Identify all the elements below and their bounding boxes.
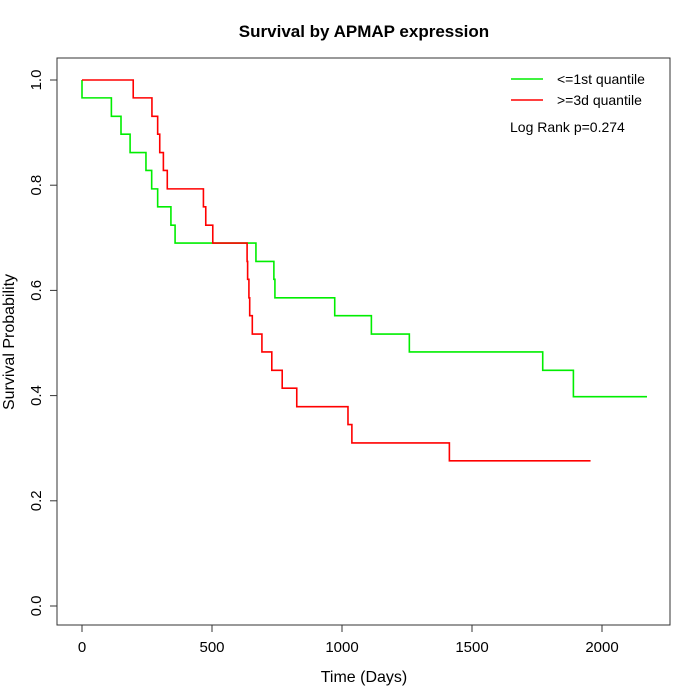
- y-tick-label: 0.6: [28, 280, 45, 301]
- logrank-annotation: Log Rank p=0.274: [510, 119, 625, 135]
- legend: <=1st quantile >=3d quantile Log Rank p=…: [510, 71, 645, 135]
- chart-title: Survival by APMAP expression: [239, 22, 489, 41]
- y-tick-label: 0.4: [28, 385, 45, 406]
- x-tick-label: 1500: [455, 639, 488, 656]
- x-axis-label: Time (Days): [321, 669, 408, 686]
- y-tick-label: 0.2: [28, 490, 45, 511]
- survival-curve-low: [81, 80, 647, 398]
- x-axis: 0 500 1000 1500 2000: [78, 624, 619, 656]
- legend-label-high: >=3d quantile: [557, 92, 642, 108]
- y-tick-label: 0.0: [28, 596, 45, 617]
- x-tick-label: 2000: [585, 639, 618, 656]
- plot-frame: [56, 57, 671, 626]
- y-tick-label: 1.0: [28, 70, 45, 91]
- x-tick-label: 500: [199, 639, 224, 656]
- x-tick-label: 1000: [325, 639, 358, 656]
- y-tick-label: 0.8: [28, 175, 45, 196]
- survival-curve-high: [82, 79, 591, 462]
- x-tick-label: 0: [78, 639, 86, 656]
- y-axis: 0.0 0.2 0.4 0.6 0.8 1.0: [28, 70, 58, 617]
- y-axis-label: Survival Probability: [1, 274, 18, 410]
- legend-label-low: <=1st quantile: [557, 71, 645, 87]
